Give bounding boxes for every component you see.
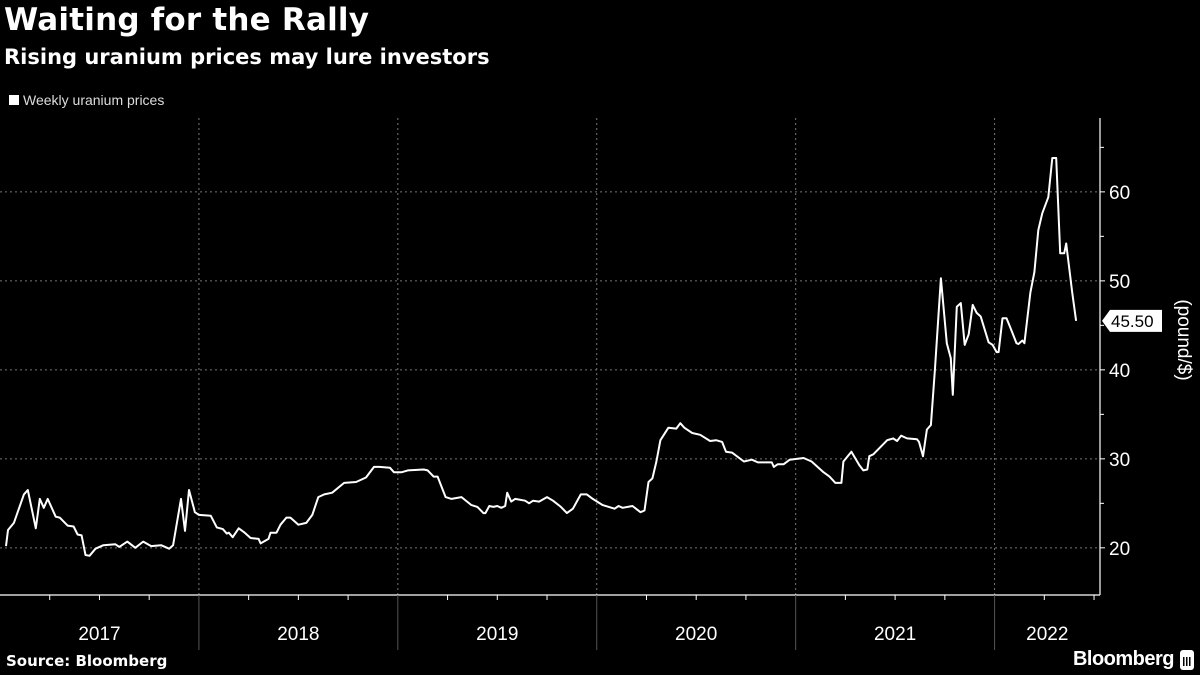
x-tick-label: 2018 (277, 624, 319, 645)
y-tick-label: 60 (1109, 183, 1130, 204)
y-axis-label: (pound/$) (1173, 299, 1194, 380)
series-line-weekly-uranium-prices (5, 157, 1078, 557)
legend: Weekly uranium prices (9, 92, 164, 108)
y-tick-label: 40 (1109, 361, 1130, 382)
axes (0, 118, 1105, 650)
source-note: Source: Bloomberg (6, 652, 168, 670)
chart-subtitle: Rising uranium prices may lure investors (4, 45, 490, 69)
y-tick-label: 50 (1109, 272, 1130, 293)
x-tick-label: 2020 (675, 624, 717, 645)
tick-labels: 20 30 40 50 60 2017 2018 2019 2020 2021 2022 (78, 183, 1130, 645)
chart-title: Waiting for the Rally (4, 2, 370, 38)
logo-text: Bloomberg (1072, 648, 1175, 670)
legend-swatch (9, 95, 19, 105)
x-tick-label: 2021 (874, 624, 916, 645)
legend-label: Weekly uranium prices (23, 92, 165, 108)
bloomberg-logo: Bloomberg (1073, 648, 1194, 671)
x-tick-label: 2017 (78, 624, 120, 645)
last-value-badge: 45.50 (1102, 309, 1162, 332)
grid (0, 118, 1100, 595)
y-tick-label: 30 (1109, 450, 1130, 471)
y-tick-label: 20 (1109, 539, 1130, 560)
x-tick-label: 2019 (476, 624, 518, 645)
bloomberg-terminal-icon (1180, 649, 1194, 670)
x-tick-label: 2022 (1026, 624, 1068, 645)
last-value-label: 45.50 (1111, 312, 1154, 331)
